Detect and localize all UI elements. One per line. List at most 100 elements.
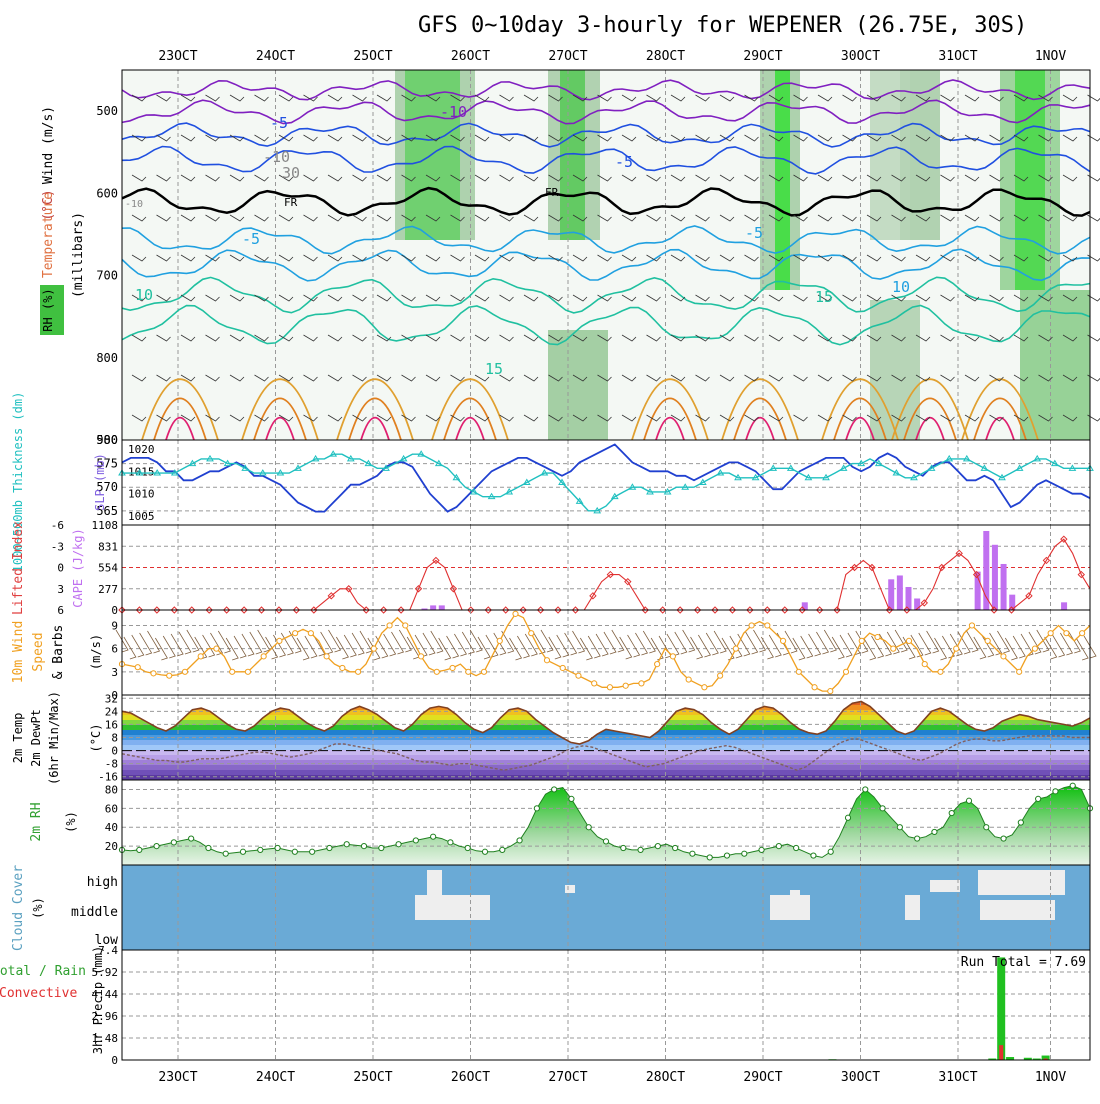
contour-label: 15 (485, 360, 503, 378)
date-label: 24OCT (256, 1070, 295, 1085)
date-label: 31OCT (938, 1070, 977, 1085)
wind-speed-marker (891, 646, 896, 651)
wind-speed-marker (686, 677, 691, 682)
cape-bar (906, 587, 912, 610)
axis-label: (millibars) (71, 212, 86, 298)
temp-band (122, 755, 1090, 761)
y-tick-label: 8 (111, 732, 118, 745)
contour-label: 15 (815, 288, 833, 306)
wind-speed-marker (167, 673, 172, 678)
y-tick-label: 20 (105, 840, 118, 853)
wind-speed-marker (324, 654, 329, 659)
wind-speed-marker (198, 654, 203, 659)
y-tick-label: 0 (111, 1054, 118, 1067)
wind-speed-marker (371, 646, 376, 651)
date-label: 27OCT (548, 49, 587, 64)
y-tick-label: 580 (96, 433, 118, 447)
chart-title: GFS 0~10day 3-hourly for WEPENER (26.75E… (418, 13, 1027, 38)
rh-marker (655, 844, 660, 849)
rh-marker (759, 847, 764, 852)
y-tick-label: 32 (105, 692, 118, 705)
rh-marker (932, 829, 937, 834)
wind-speed-marker (403, 623, 408, 628)
rh-marker (707, 855, 712, 860)
rh-marker (966, 798, 971, 803)
rh-marker (137, 847, 142, 852)
axis-label: Lifted Index (11, 521, 26, 615)
rh-marker (794, 845, 799, 850)
date-label: 23OCT (158, 49, 197, 64)
y-tick-label-right: 554 (98, 562, 118, 575)
rh-marker (984, 825, 989, 830)
date-label: 28OCT (646, 49, 685, 64)
axis-label: Speed (31, 632, 46, 671)
cloud-block (905, 895, 920, 920)
cloud-block (930, 880, 960, 892)
wind-speed-marker (859, 638, 864, 643)
wind-speed-marker (985, 638, 990, 643)
cloud-block (1020, 870, 1065, 895)
contour-label: FR (545, 186, 559, 199)
wind-speed-marker (749, 623, 754, 628)
y-tick-label-right: 1020 (128, 443, 155, 456)
wind-speed-marker (387, 623, 392, 628)
axis-label: 3hr Precip (mm) (91, 946, 105, 1054)
y-tick-label: 700 (96, 269, 118, 283)
cape-bar (992, 545, 998, 610)
date-label: 29OCT (743, 49, 782, 64)
wind-speed-marker (639, 681, 644, 686)
rh-marker (621, 845, 626, 850)
wind-speed-marker (529, 631, 534, 636)
wind-speed-marker (655, 661, 660, 666)
y-tick-label: 6 (57, 604, 64, 617)
axis-label: 10m Wind (11, 621, 26, 684)
rh-marker (448, 840, 453, 845)
temp-band (122, 765, 1090, 771)
y-tick-label-right: 0 (111, 604, 118, 617)
wind-speed-marker (418, 654, 423, 659)
axis-label: RH (%) (41, 288, 55, 331)
wind-speed-marker (922, 661, 927, 666)
date-label: 24OCT (256, 49, 295, 64)
y-tick-label-right: 1010 (128, 488, 155, 501)
y-tick-label: 0 (111, 745, 118, 758)
wind-speed-marker (1048, 631, 1053, 636)
wind-speed-marker (513, 611, 518, 616)
y-tick-label: 80 (105, 783, 118, 796)
rh-marker (517, 838, 522, 843)
date-label: 25OCT (353, 1070, 392, 1085)
cape-bar (430, 605, 436, 610)
wind-speed-marker (1017, 669, 1022, 674)
date-label: 30OCT (841, 49, 880, 64)
date-label: 1NOV (1035, 1070, 1066, 1085)
wind-speed-marker (261, 654, 266, 659)
y-tick-label: -16 (98, 771, 118, 784)
rh-marker (1036, 796, 1041, 801)
wind-speed-marker (765, 623, 770, 628)
wind-speed-marker (812, 685, 817, 690)
wind-speed-marker (544, 658, 549, 663)
axis-label: (m/s) (89, 634, 103, 670)
rh-marker (742, 851, 747, 856)
wind-speed-marker (308, 631, 313, 636)
y-tick-label: 500 (96, 104, 118, 118)
wind-speed-marker (214, 646, 219, 651)
rh-marker (638, 847, 643, 852)
y-tick-label: 800 (96, 351, 118, 365)
y-tick-label: high (87, 875, 118, 890)
contour-label: -5 (745, 224, 763, 242)
contour-label: -10 (440, 103, 467, 121)
temp-band (122, 740, 1090, 746)
y-tick-label: 0 (57, 562, 64, 575)
run-total-annotation: Run Total = 7.69 (961, 955, 1086, 970)
date-label: 1NOV (1035, 49, 1066, 64)
cloud-block (790, 890, 800, 898)
contour-label: 30 (282, 164, 300, 182)
y-tick-label: 3 (111, 666, 118, 679)
date-label: 28OCT (646, 1070, 685, 1085)
rh-marker (206, 845, 211, 850)
y-tick-label: 40 (105, 821, 118, 834)
